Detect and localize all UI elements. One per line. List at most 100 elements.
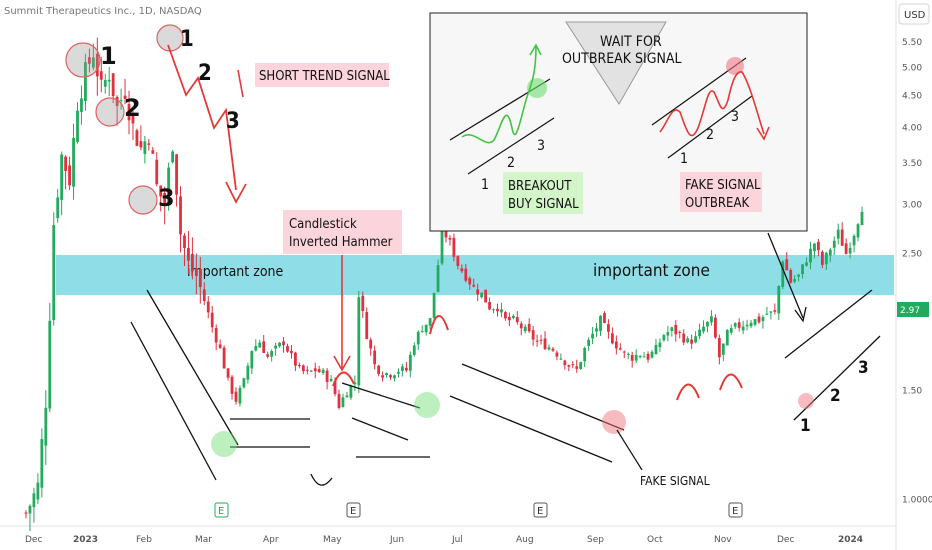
candle-body xyxy=(773,310,777,312)
candle-body xyxy=(642,356,646,358)
candle-body xyxy=(131,114,135,124)
candle-body xyxy=(36,482,40,500)
candle-body xyxy=(757,316,761,323)
candle-body xyxy=(111,73,115,97)
inverted-hammer-label-line2: Inverted Hammer xyxy=(289,235,393,250)
candle-body xyxy=(539,339,543,341)
candle-body xyxy=(440,223,444,264)
x-tick-label: Sep xyxy=(587,535,604,545)
candle-body xyxy=(464,268,468,281)
candle-body xyxy=(56,197,60,219)
y-tick-label: 2.50 xyxy=(902,250,922,260)
candle-body xyxy=(706,321,709,327)
downtrend-upper-line xyxy=(146,289,239,446)
sketch-number-1: 1 xyxy=(180,27,194,52)
candle-body xyxy=(329,378,333,382)
x-tick-label: Nov xyxy=(714,535,732,545)
candle-body xyxy=(377,365,381,374)
candle-body xyxy=(563,360,567,366)
candle-body xyxy=(729,328,733,333)
candle-body xyxy=(397,371,400,374)
candle-body xyxy=(484,289,488,303)
candle-body xyxy=(305,369,309,371)
candle-body xyxy=(686,338,690,343)
candle-body xyxy=(587,339,591,346)
candle-body xyxy=(519,323,523,329)
arc-june xyxy=(429,315,449,335)
candle-body xyxy=(777,286,781,314)
candle-body xyxy=(527,323,531,332)
candle-body xyxy=(575,366,579,369)
candle-body xyxy=(737,322,741,328)
candle-body xyxy=(163,193,167,206)
candle-body xyxy=(44,407,48,446)
candle-body xyxy=(416,331,420,345)
fake-label-line2: OUTBREAK xyxy=(685,196,749,211)
candle-body xyxy=(95,53,99,77)
fake-wave xyxy=(659,71,765,137)
currency-button[interactable] xyxy=(898,3,930,25)
x-tick-label: Aug xyxy=(516,535,534,545)
candle-body xyxy=(670,327,674,332)
candle-body xyxy=(603,313,606,323)
candle-body xyxy=(393,375,396,379)
sketch-trend-line xyxy=(167,44,237,191)
candle-body xyxy=(595,328,598,332)
fake-number-1: 1 xyxy=(680,151,688,167)
candle-body xyxy=(321,369,325,374)
arc-oct xyxy=(676,383,700,401)
candle-body xyxy=(24,512,28,514)
candle-body xyxy=(127,104,131,121)
candle-body xyxy=(183,235,186,249)
candle-body xyxy=(159,185,163,197)
candle-body xyxy=(690,339,694,344)
candle-body xyxy=(741,326,745,331)
arc-nov xyxy=(719,373,743,391)
x-tick-label: Dec xyxy=(777,535,794,545)
fake-highlight xyxy=(726,57,744,75)
channel-number-1: 1 xyxy=(800,416,811,436)
earnings-marker[interactable]: E xyxy=(533,502,548,518)
candle-body xyxy=(789,270,793,283)
candle-body xyxy=(674,324,678,335)
earnings-marker[interactable]: E xyxy=(214,502,229,518)
may-bottom-arc xyxy=(310,473,333,486)
fake-number-2: 2 xyxy=(706,127,714,143)
candle-body xyxy=(345,395,349,398)
candle-body xyxy=(123,95,127,100)
candle-body xyxy=(476,289,480,295)
candle-body xyxy=(579,362,583,369)
time-axis-labels: Dec 2023 Feb Mar Apr May Jun Jul Aug Sep… xyxy=(25,535,863,545)
earnings-marker-label: E xyxy=(732,506,738,517)
earnings-marker[interactable]: E xyxy=(346,502,361,518)
candle-body xyxy=(658,342,662,348)
candle-body xyxy=(702,326,705,332)
candle-body xyxy=(749,322,753,327)
candle-body xyxy=(218,344,222,348)
earnings-marker[interactable]: E xyxy=(728,502,743,518)
peak-number-1: 1 xyxy=(100,42,117,70)
candle-body xyxy=(369,339,373,349)
candle-body xyxy=(781,261,785,287)
breakout-wave xyxy=(461,45,537,144)
arc-may xyxy=(332,371,355,387)
candle-body xyxy=(543,338,547,350)
price-axis-panel xyxy=(896,0,932,550)
x-tick-label: May xyxy=(323,535,342,545)
sketch-arrow-tick xyxy=(237,69,244,98)
candle-body xyxy=(630,355,634,361)
candle-body xyxy=(844,243,848,254)
inverted-hammer-arrow-icon xyxy=(333,355,351,372)
x-tick-label: Apr xyxy=(263,535,279,545)
channel-point-highlight xyxy=(798,393,814,409)
candle-body xyxy=(357,297,361,386)
important-zone-right-label: important zone xyxy=(593,261,710,281)
candle-body xyxy=(337,393,341,408)
currency-label: USD xyxy=(904,10,926,21)
candle-body xyxy=(412,345,416,355)
candle-body xyxy=(266,354,270,357)
candle-body xyxy=(531,330,535,340)
candle-body xyxy=(80,98,83,112)
candle-body xyxy=(809,248,812,263)
